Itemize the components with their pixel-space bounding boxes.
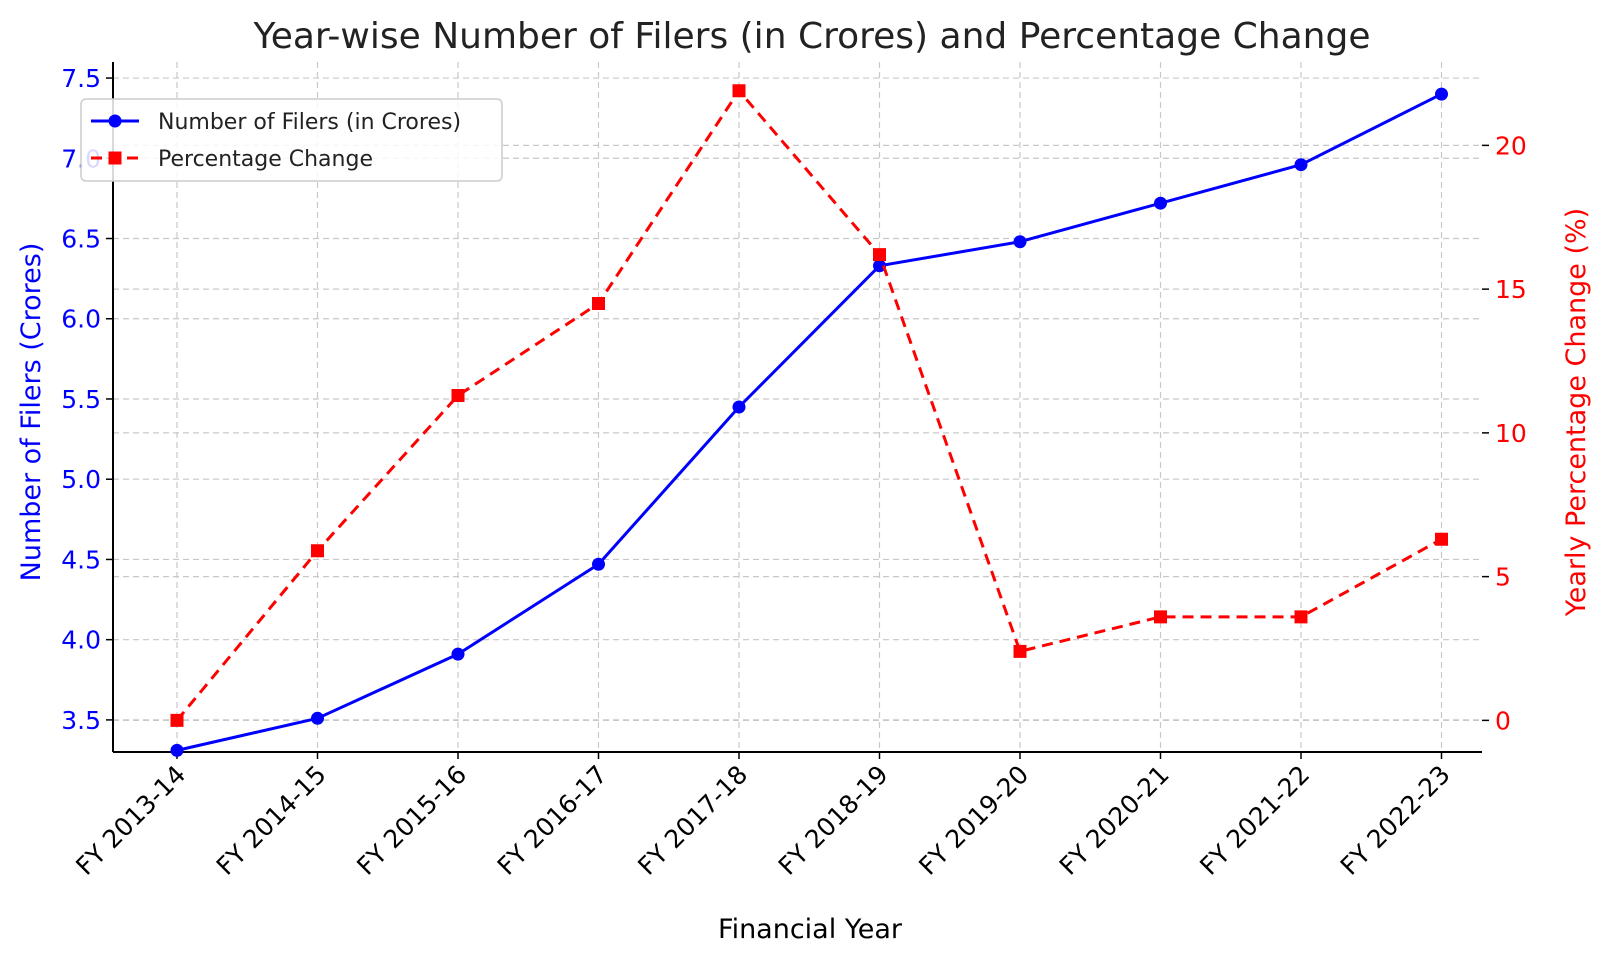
x-tick-label: FY 2018-19 bbox=[773, 760, 894, 881]
x-tick-label: FY 2014-15 bbox=[211, 760, 332, 881]
y-left-tick-label: 4.5 bbox=[61, 545, 101, 574]
series-percentage-change bbox=[170, 84, 1448, 727]
x-tick-label: FY 2019-20 bbox=[913, 760, 1034, 881]
x-tick-label: FY 2020-21 bbox=[1054, 760, 1175, 881]
series-filers bbox=[170, 87, 1448, 757]
x-axis-label: Financial Year bbox=[718, 914, 903, 945]
legend-label: Percentage Change bbox=[158, 147, 373, 172]
data-point bbox=[1294, 610, 1308, 624]
y-left-tick-label: 5.5 bbox=[61, 385, 101, 414]
y-right-tick-label: 10 bbox=[1495, 419, 1527, 448]
chart-title: Year-wise Number of Filers (in Crores) a… bbox=[253, 16, 1371, 57]
data-point bbox=[592, 297, 605, 310]
y-axis-right-label: Yearly Percentage Change (%) bbox=[1561, 208, 1592, 617]
data-point bbox=[1154, 196, 1167, 210]
y-left-tick-label: 7.5 bbox=[61, 64, 101, 93]
series-line bbox=[176, 92, 1443, 752]
data-point bbox=[873, 248, 886, 262]
series-line bbox=[175, 89, 1443, 722]
legend-item: Number of Filers (in Crores) bbox=[91, 110, 461, 135]
x-tick-label: FY 2016-17 bbox=[492, 760, 613, 881]
y-right-tick-label: 5 bbox=[1495, 563, 1511, 592]
legend: Number of Filers (in Crores) Percentage C… bbox=[80, 98, 503, 182]
x-tick-label: FY 2017-18 bbox=[632, 760, 753, 881]
legend-box bbox=[80, 98, 503, 182]
y-axis-left-label: Number of Filers (Crores) bbox=[16, 243, 47, 582]
data-point bbox=[1154, 610, 1167, 624]
data-point bbox=[873, 259, 886, 273]
data-point bbox=[1013, 235, 1027, 249]
data-point bbox=[732, 84, 746, 98]
data-point bbox=[1013, 644, 1027, 658]
y-right-tick-label: 15 bbox=[1495, 275, 1527, 304]
data-point bbox=[311, 711, 324, 725]
x-tick-label: FY 2022-23 bbox=[1335, 760, 1456, 881]
y-left-tick-label: 4.0 bbox=[61, 626, 101, 655]
data-point bbox=[170, 713, 184, 727]
data-point bbox=[451, 389, 465, 402]
data-point bbox=[170, 743, 184, 757]
x-tick-label: FY 2013-14 bbox=[70, 760, 191, 881]
legend-marker bbox=[108, 114, 122, 128]
y-left-tick-label: 5.0 bbox=[61, 465, 101, 494]
y-left-tick-label: 6.5 bbox=[61, 225, 101, 254]
y-left-tick-label: 6.0 bbox=[61, 305, 101, 334]
data-point bbox=[1435, 532, 1448, 546]
data-point bbox=[1435, 87, 1448, 101]
y-right-tick-label: 0 bbox=[1495, 706, 1511, 735]
data-point bbox=[311, 544, 324, 558]
legend-label: Number of Filers (in Crores) bbox=[158, 110, 461, 135]
legend-item: Percentage Change bbox=[91, 147, 373, 172]
y-left-tick-label: 3.5 bbox=[61, 706, 101, 735]
data-point bbox=[1294, 158, 1308, 172]
legend-marker bbox=[108, 151, 122, 165]
data-point bbox=[732, 400, 746, 414]
x-tick-label: FY 2015-16 bbox=[351, 760, 472, 881]
y-right-tick-label: 20 bbox=[1495, 131, 1527, 160]
x-tick-label: FY 2021-22 bbox=[1194, 760, 1315, 881]
data-point bbox=[451, 647, 465, 661]
data-point bbox=[592, 557, 605, 571]
